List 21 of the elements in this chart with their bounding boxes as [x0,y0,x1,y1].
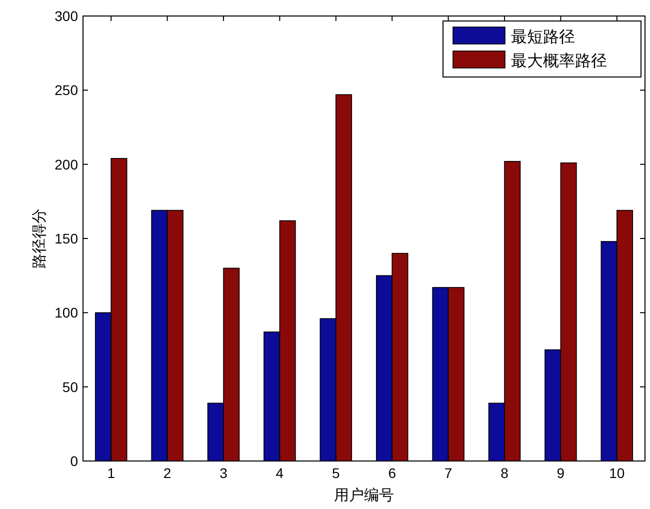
x-tick-label: 7 [444,465,452,481]
legend-label: 最短路径 [511,29,575,46]
x-tick-label: 9 [556,465,565,481]
y-tick-label: 150 [54,230,78,246]
x-tick-label: 6 [388,465,396,481]
x-tick-label: 10 [609,465,625,481]
legend-label: 最大概率路径 [511,52,607,70]
y-tick-label: 250 [54,82,78,98]
x-tick-label: 5 [332,465,340,481]
y-axis-title: 路径得分 [31,208,48,268]
x-axis-title: 用户编号 [334,487,394,504]
y-tick-label: 200 [54,156,78,172]
x-tick-label: 8 [500,465,509,481]
y-tick-label: 0 [70,453,78,469]
y-tick-label: 300 [54,8,78,24]
x-tick-label: 4 [276,465,284,481]
x-tick-label: 2 [163,465,172,481]
y-tick-label: 50 [62,378,78,395]
x-tick-label: 1 [107,465,116,481]
x-tick-label: 3 [220,465,228,481]
y-tick-label: 100 [54,304,78,321]
